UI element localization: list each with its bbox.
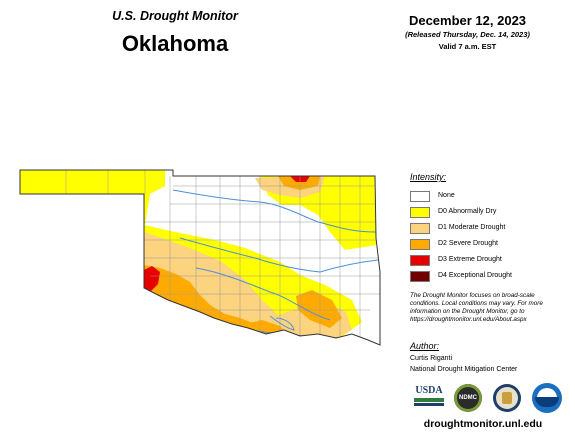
- legend-item: D2 Severe Drought: [410, 239, 530, 251]
- county-lines: [65, 170, 380, 338]
- noaa-logo: [532, 383, 562, 413]
- disclaimer-text: The Drought Monitor focuses on broad-sca…: [410, 292, 543, 323]
- author-name: Curtis Riganti: [410, 355, 453, 362]
- d2-north: [278, 176, 320, 190]
- legend-label: D2 Severe Drought: [438, 240, 498, 247]
- d2-red-river: [240, 320, 284, 334]
- state-name: Oklahoma: [121, 31, 229, 56]
- legend-item: None: [410, 191, 530, 203]
- usda-logo: USDA: [414, 385, 444, 409]
- d0-panhandle: [20, 170, 165, 225]
- valid-time: Valid 7 a.m. EST: [438, 42, 497, 51]
- d2-southwest: [144, 265, 258, 330]
- doc-logo: [493, 384, 521, 412]
- legend-item: D3 Extreme Drought: [410, 255, 530, 267]
- legend-item: D4 Exceptional Drought: [410, 271, 530, 283]
- legend-swatch: [410, 255, 430, 266]
- ndmc-logo: NDMC: [454, 384, 482, 412]
- legend-item: D0 Abnormally Dry: [410, 207, 530, 219]
- legend-swatch: [410, 271, 430, 282]
- legend-swatch: [410, 207, 430, 218]
- legend-label: D0 Abnormally Dry: [438, 208, 497, 215]
- d2-south-central: [296, 290, 342, 328]
- legend-swatch: [410, 223, 430, 234]
- author-organization: National Drought Mitigation Center: [410, 366, 518, 373]
- legend-label: D3 Extreme Drought: [438, 256, 502, 263]
- legend-label: None: [438, 192, 455, 199]
- legend-item: D1 Moderate Drought: [410, 223, 530, 235]
- d3-southwest: [144, 266, 160, 292]
- monitor-title: U.S. Drought Monitor: [112, 9, 238, 23]
- map-date: December 12, 2023: [408, 13, 527, 28]
- legend-title: Intensity:: [410, 172, 447, 182]
- legend-swatch: [410, 239, 430, 250]
- ndmc-logo-text: NDMC: [459, 395, 477, 401]
- legend-label: D1 Moderate Drought: [438, 224, 506, 231]
- state-outline: [19, 169, 381, 346]
- release-note: (Released Thursday, Dec. 14, 2023): [405, 30, 530, 39]
- legend-swatch: [410, 191, 430, 202]
- website-link[interactable]: droughtmonitor.unl.edu: [423, 418, 543, 430]
- legend-label: D4 Exceptional Drought: [438, 272, 512, 279]
- usda-logo-text: USDA: [415, 385, 443, 396]
- author-heading: Author:: [410, 341, 440, 351]
